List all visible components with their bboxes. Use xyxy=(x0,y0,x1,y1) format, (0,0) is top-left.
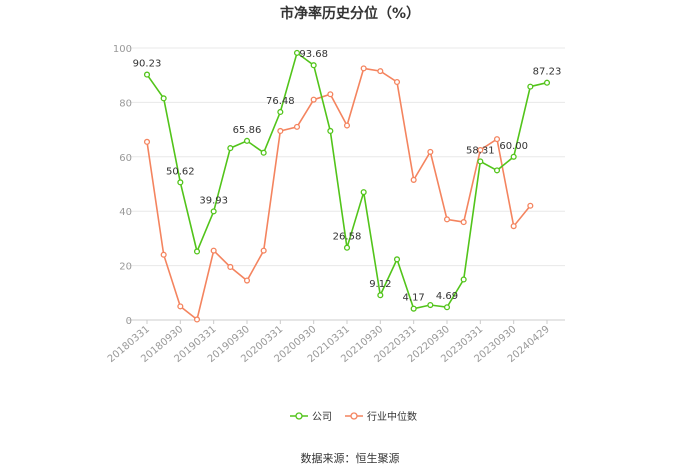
data-point[interactable] xyxy=(243,277,251,284)
data-point[interactable] xyxy=(260,247,267,254)
data-point[interactable] xyxy=(543,79,551,86)
data-point[interactable] xyxy=(293,49,301,56)
y-tick-label: 60 xyxy=(119,153,132,164)
data-point[interactable] xyxy=(327,91,334,98)
data-point[interactable] xyxy=(360,189,367,196)
data-point[interactable] xyxy=(227,145,234,152)
data-point[interactable] xyxy=(227,263,234,271)
data-point[interactable] xyxy=(410,176,417,183)
data-label: 50.62 xyxy=(166,166,195,177)
data-point[interactable] xyxy=(510,223,517,230)
y-axis: 0 20 40 60 80 100 xyxy=(113,44,132,327)
data-label: 26.58 xyxy=(333,232,362,243)
data-point[interactable] xyxy=(277,108,284,116)
data-point[interactable] xyxy=(493,136,501,143)
data-point[interactable] xyxy=(210,247,217,254)
legend[interactable]: 公司 行业中位数 xyxy=(290,410,417,423)
data-point[interactable] xyxy=(160,251,167,258)
data-point[interactable] xyxy=(243,137,251,144)
data-point[interactable] xyxy=(210,208,217,215)
legend-item-0[interactable]: 公司 xyxy=(290,412,332,423)
data-point[interactable] xyxy=(177,303,184,310)
data-point[interactable] xyxy=(493,167,501,174)
data-label: 93.68 xyxy=(299,49,328,60)
data-label: 60.00 xyxy=(499,141,528,152)
series-lines xyxy=(146,51,548,321)
grid-lines xyxy=(128,47,565,321)
data-point[interactable] xyxy=(310,62,317,69)
y-tick-label: 80 xyxy=(119,98,132,109)
series-line-0 xyxy=(146,51,548,310)
data-point[interactable] xyxy=(193,248,201,255)
data-point[interactable] xyxy=(377,68,384,75)
data-point[interactable] xyxy=(460,219,467,226)
data-point[interactable] xyxy=(160,95,167,102)
data-point[interactable] xyxy=(143,71,151,78)
chart-title: 市净率历史分位（%） xyxy=(280,5,420,22)
data-point[interactable] xyxy=(260,149,267,156)
data-point[interactable] xyxy=(527,202,534,209)
data-point[interactable] xyxy=(293,123,301,130)
data-point[interactable] xyxy=(143,138,151,145)
data-label: 65.86 xyxy=(233,125,262,136)
data-point[interactable] xyxy=(177,179,184,186)
data-point[interactable] xyxy=(460,276,467,283)
data-label: 4.69 xyxy=(436,291,458,302)
data-label: 9.12 xyxy=(369,279,391,290)
data-point[interactable] xyxy=(427,301,434,309)
data-label: 87.23 xyxy=(533,67,562,78)
data-point[interactable] xyxy=(443,216,451,223)
data-point[interactable] xyxy=(393,78,401,86)
data-point[interactable] xyxy=(427,148,434,155)
series-points xyxy=(143,49,551,323)
data-point[interactable] xyxy=(377,292,384,299)
x-axis: 2018033120180930201903312019093020200331… xyxy=(106,320,552,365)
data-point[interactable] xyxy=(343,244,351,251)
data-label: 39.93 xyxy=(199,195,228,206)
y-tick-label: 0 xyxy=(126,316,132,327)
data-label: 4.17 xyxy=(403,293,425,304)
data-labels: 90.23 50.62 39.93 65.86 76.48 93.68 26.58 9.12 4… xyxy=(133,49,562,303)
data-point[interactable] xyxy=(393,256,401,263)
data-point[interactable] xyxy=(527,83,534,90)
legend-label: 公司 xyxy=(312,412,332,423)
legend-marker xyxy=(295,412,303,420)
legend-item-1[interactable]: 行业中位数 xyxy=(345,410,417,423)
data-point[interactable] xyxy=(510,153,517,160)
data-point[interactable] xyxy=(477,158,484,165)
data-point[interactable] xyxy=(343,122,351,129)
data-point[interactable] xyxy=(410,305,417,312)
data-label: 58.31 xyxy=(466,145,495,156)
data-label: 76.48 xyxy=(266,96,295,107)
y-tick-label: 40 xyxy=(119,207,132,218)
legend-marker xyxy=(350,412,358,420)
data-point[interactable] xyxy=(310,96,317,103)
data-point[interactable] xyxy=(360,65,367,72)
data-point[interactable] xyxy=(443,304,451,311)
series-line-1 xyxy=(146,67,531,321)
source-note: 数据来源：恒生聚源 xyxy=(301,451,400,465)
data-point[interactable] xyxy=(193,316,201,323)
data-label: 90.23 xyxy=(133,59,162,70)
data-point[interactable] xyxy=(327,127,334,135)
data-point[interactable] xyxy=(277,127,284,135)
y-tick-label: 20 xyxy=(119,262,132,273)
legend-label: 行业中位数 xyxy=(367,410,417,423)
data-point[interactable] xyxy=(477,146,484,154)
y-tick-label: 100 xyxy=(113,44,132,55)
